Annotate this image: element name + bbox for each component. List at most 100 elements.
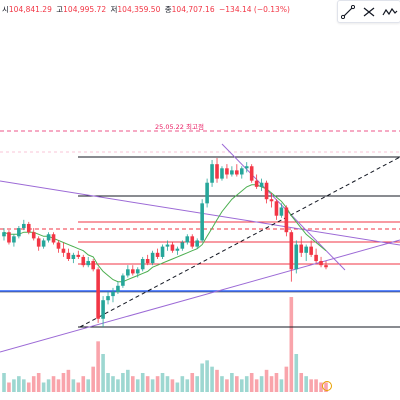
candles [2,158,328,327]
volume-bar [185,379,190,392]
candle-body [274,201,279,216]
volume-bar [304,376,308,392]
candle-body [126,269,130,276]
path-icon[interactable] [381,3,399,21]
volume-bar [126,369,130,392]
candle-body [239,168,244,175]
candle-body [279,207,284,216]
candle-body [244,166,249,169]
candle-body [22,223,26,229]
candle-body [314,254,318,262]
candle-body [36,238,41,247]
low-label: 저 [110,5,118,14]
candle-body [170,244,175,251]
volume-bar [165,376,170,392]
clock-icon[interactable] [322,381,332,391]
volume-bar [230,373,234,392]
candle-body [185,236,190,243]
volume-bar [205,360,209,392]
candle-body [7,232,11,243]
volume-bar [294,354,299,392]
volume-bar [244,376,249,392]
dashed-diagonal [79,156,400,328]
candle-body [26,223,31,233]
moving-average-line [3,184,327,283]
ath-label: 25.05.22 최고점 [155,122,204,131]
volume-bar [314,379,318,392]
volume-bar [215,369,219,392]
volume-bar [279,379,284,392]
volume-bar [111,376,115,392]
candle-body [289,232,294,270]
candle-body [81,256,86,266]
candle-body [111,291,115,297]
candle-body [195,240,199,247]
volume-bar [46,379,51,392]
candle-body [86,261,91,266]
candle-body [56,242,61,249]
candle-body [269,199,274,202]
change-value: −134.14 (−0.13%) [219,5,290,14]
volume-bar [254,379,259,392]
candle-body [259,182,264,187]
volume-bar [51,376,56,392]
volume-bar [200,363,204,392]
candle-body [96,269,100,319]
volume-bar [66,369,71,392]
volume-bar [289,297,294,392]
volume-bar [91,366,95,392]
candle-body [150,252,155,264]
candle-body [294,244,299,270]
candle-body [264,182,269,200]
volume-bar [269,376,274,392]
candle-body [12,236,16,243]
volume-bar [56,379,61,392]
volume-bar [121,373,125,392]
candle-body [249,166,254,181]
volume-bar [284,366,289,392]
volume-bar [76,382,81,392]
candle-body [66,252,71,259]
candle-body [309,246,313,255]
candle-body [2,232,6,237]
volume-bar [145,376,150,392]
candle-body [106,296,110,301]
candle-body [131,269,135,274]
volume-bar [220,376,224,392]
volume-bar [26,382,31,392]
trend-line-icon[interactable] [339,3,357,21]
fib-icon[interactable] [360,3,378,21]
open-label: 시 [2,5,9,14]
volume-bar [155,376,160,392]
purple-descending-line [0,180,400,246]
candle-body [180,242,185,249]
candle-body [41,240,46,247]
candle-body [145,258,150,264]
volume-bar [239,379,244,392]
purple-channel-line [221,143,346,271]
volume-bar [96,341,100,392]
candle-body [17,228,21,237]
candle-body [140,258,145,270]
candle-body [215,164,219,179]
candle-body [101,300,105,319]
candle-body [225,168,229,175]
volume-bar [71,379,76,392]
ohlc-readout: 시104,841.29 고104,995.72 저104,359.50 종104… [2,3,292,17]
volume-bar [195,376,199,392]
candle-body [160,246,165,257]
volume-bar [61,373,66,392]
volume-bars [2,297,328,392]
candle-body [175,248,180,251]
volume-bar [81,376,86,392]
volume-bar [135,379,140,392]
candle-body [210,164,214,183]
purple-ascending-line [0,239,400,353]
volume-bar [235,376,239,392]
volume-bar [190,373,195,392]
candle-body [324,265,328,268]
volume-bar [225,379,229,392]
volume-bar [175,382,180,392]
volume-bar [2,373,6,392]
